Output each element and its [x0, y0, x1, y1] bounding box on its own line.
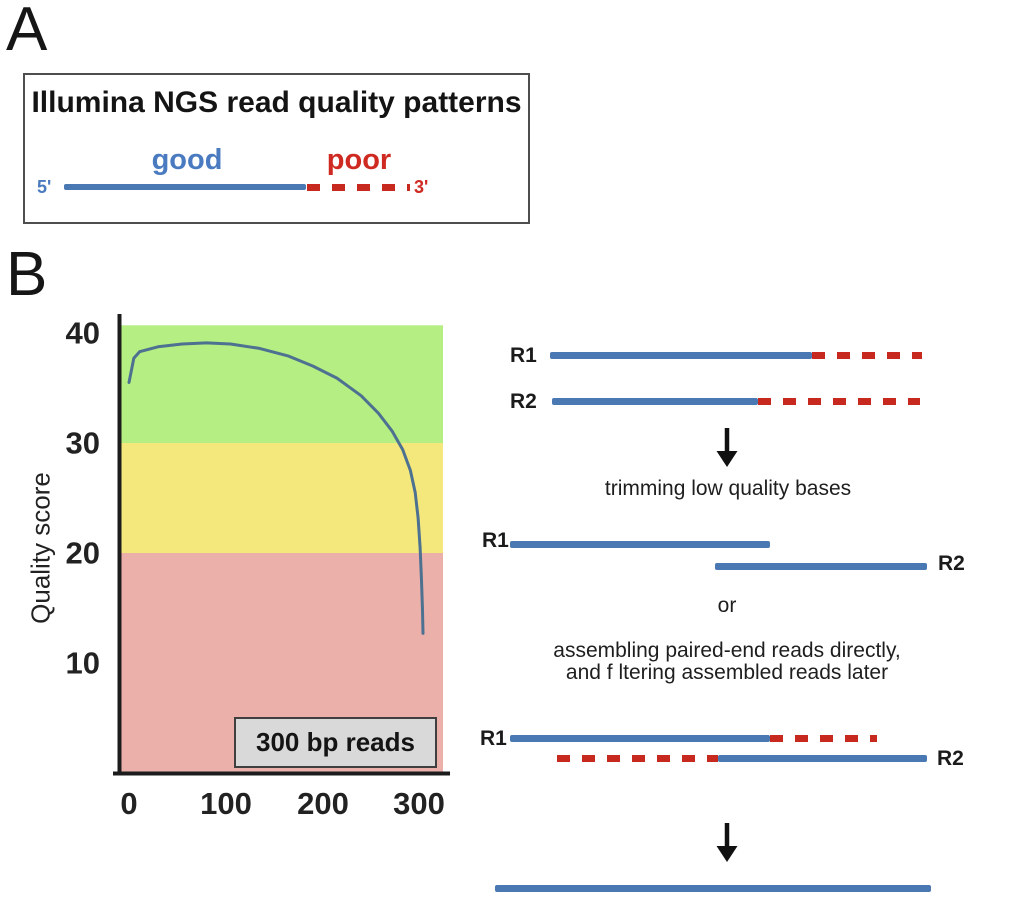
assembled-read-line [495, 885, 931, 892]
trimmed-r2-line [715, 563, 927, 570]
y-tick-10: 10 [65, 645, 100, 681]
trimmed-r1-label: R1 [482, 529, 509, 552]
panel-b-letter: B [6, 240, 48, 309]
overlap-r2-good-line [718, 755, 927, 762]
quality-score-plot [113, 314, 450, 776]
raw-r1-label: R1 [510, 344, 537, 367]
poor-read-dashes [307, 183, 410, 191]
y-tick-20: 20 [65, 535, 100, 571]
three-prime-label: 3' [414, 177, 429, 197]
x-tick-200: 200 [297, 786, 349, 821]
overlap-r2-poor-dashes [557, 755, 718, 762]
panel-a-title: Illumina NGS read quality patterns [31, 86, 522, 119]
assembling-caption-line2: and f ltering assembled reads later [565, 661, 889, 684]
good-read-line [64, 184, 306, 190]
down-arrow-icon [716, 823, 738, 862]
down-arrow-icon [716, 428, 738, 467]
panel-a-box: Illumina NGS read quality patterns good … [23, 73, 530, 224]
trimmed-r1-line [510, 541, 770, 548]
x-tick-0: 0 [120, 786, 138, 821]
good-quality-label: good [151, 144, 223, 176]
assembling-caption-line1: assembling paired-end reads directly, [553, 639, 901, 662]
y-tick-40: 40 [65, 315, 100, 351]
raw-r2-label: R2 [510, 390, 537, 413]
overlap-r1-label: R1 [480, 727, 507, 750]
trimming-caption: trimming low quality bases [604, 477, 852, 500]
x-tick-100: 100 [200, 786, 252, 821]
raw-r2-good-line [552, 398, 758, 405]
five-prime-label: 5' [37, 177, 52, 197]
overlap-r1-good-line [510, 735, 770, 742]
raw-r1-good-line [550, 352, 812, 359]
y-tick-30: 30 [65, 425, 100, 461]
overlap-r2-label: R2 [937, 747, 964, 770]
or-label: or [717, 594, 737, 617]
panel-a-letter: A [6, 0, 48, 64]
read-length-badge: 300 bp reads [234, 717, 437, 768]
raw-r2-poor-dashes [758, 398, 920, 405]
trimmed-r2-label: R2 [938, 552, 965, 575]
raw-r1-poor-dashes [812, 352, 922, 359]
x-tick-300: 300 [393, 786, 445, 821]
poor-quality-label: poor [326, 144, 392, 176]
overlap-r1-poor-dashes [770, 735, 877, 742]
